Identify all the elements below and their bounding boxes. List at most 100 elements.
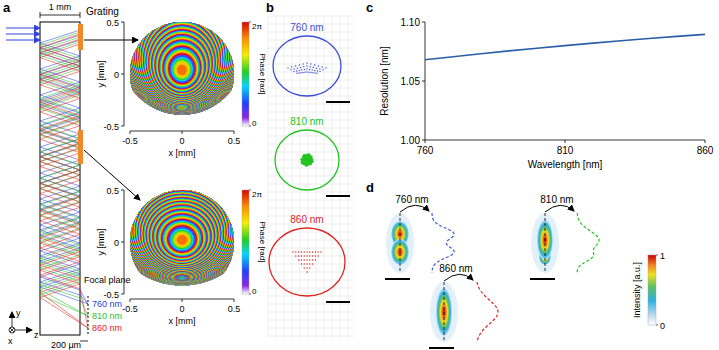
phase-zone xyxy=(142,14,222,104)
phase-zone xyxy=(114,0,249,115)
phase-zone xyxy=(117,0,246,114)
grating xyxy=(78,24,83,50)
axis-title: Wavelength [nm] xyxy=(528,159,603,170)
scale-bar xyxy=(429,347,454,349)
tick xyxy=(656,325,658,326)
psf-halo xyxy=(531,213,559,273)
spot xyxy=(310,66,311,67)
tick xyxy=(121,126,124,127)
panel-letter: c xyxy=(366,0,373,15)
axis-icon-label: z xyxy=(34,330,39,340)
phase-zone xyxy=(177,235,188,245)
colorbar xyxy=(242,190,249,294)
phase-zone xyxy=(115,160,249,284)
phase-zone xyxy=(175,62,189,77)
grid-line xyxy=(268,304,354,305)
spot xyxy=(316,68,317,69)
phase-zone xyxy=(123,0,240,113)
phase-zone xyxy=(146,202,217,268)
phase-zone xyxy=(115,159,249,283)
phase-zone xyxy=(154,210,211,263)
phase-zone xyxy=(163,46,201,88)
phase-zone xyxy=(156,213,209,262)
phase-zone xyxy=(123,0,242,113)
tick xyxy=(249,294,251,295)
phase-zone xyxy=(124,0,241,112)
phase-zone xyxy=(139,192,225,272)
phase-zone xyxy=(132,0,232,109)
phase-zone xyxy=(159,41,205,92)
phase-zone xyxy=(115,0,249,115)
phase-zone xyxy=(160,218,203,258)
grid-line xyxy=(268,272,354,273)
grid-line xyxy=(268,168,354,169)
phase-zone xyxy=(129,0,235,110)
phase-zone xyxy=(123,170,242,280)
phase-zone xyxy=(118,164,246,282)
grid-line xyxy=(268,88,354,89)
axis-icon xyxy=(10,328,14,332)
phase-zone xyxy=(112,155,251,284)
phase-zone xyxy=(155,212,209,262)
grid-line xyxy=(268,136,354,137)
grid-line xyxy=(268,80,354,81)
tick-label: 0.5 xyxy=(228,136,241,146)
phase-zone xyxy=(160,42,204,91)
tick xyxy=(234,131,235,134)
phase-zone xyxy=(128,178,236,278)
scale-bar xyxy=(530,278,555,280)
spot xyxy=(291,66,292,67)
phase-zone xyxy=(154,33,211,97)
width-bracket xyxy=(40,15,80,16)
phase-zone xyxy=(154,211,210,263)
spot-grid xyxy=(268,16,354,338)
phase-zone xyxy=(117,0,248,114)
tick-label: 1.10 xyxy=(401,17,421,28)
phase-zone xyxy=(134,1,230,109)
spot xyxy=(300,158,302,160)
pointer-arrow xyxy=(84,150,140,200)
spot xyxy=(306,271,307,272)
phase-zone xyxy=(134,186,229,274)
phase-zone xyxy=(169,227,195,251)
spot xyxy=(306,65,307,66)
phase-zone xyxy=(134,2,229,109)
grid-line xyxy=(268,56,354,57)
phase-zone xyxy=(143,198,221,270)
phase-zone xyxy=(111,153,253,285)
phase-zone xyxy=(149,26,215,100)
phase-zone xyxy=(126,176,238,279)
phase-zone xyxy=(144,17,221,103)
panel-letter: a xyxy=(3,0,11,15)
spot xyxy=(308,72,309,73)
phase-zone xyxy=(132,0,233,109)
phase-zone xyxy=(117,163,246,283)
phase-zone xyxy=(143,16,221,103)
tick-label: 0 xyxy=(252,287,257,296)
phase-zone xyxy=(135,2,230,108)
phase-zone xyxy=(128,178,235,278)
grid-line xyxy=(268,280,354,281)
phase-zone xyxy=(115,160,248,283)
spot xyxy=(306,267,307,268)
phase-zone xyxy=(127,0,237,111)
phase-zone xyxy=(128,0,236,111)
phase-zone xyxy=(127,177,237,279)
phase-zone xyxy=(133,185,231,276)
spot xyxy=(315,251,316,252)
phase-zone xyxy=(112,155,252,284)
width-bracket xyxy=(80,12,81,18)
phase-zone xyxy=(131,182,234,277)
grid-line xyxy=(268,288,354,289)
phase-zone xyxy=(122,0,241,113)
phase-zone xyxy=(147,23,217,101)
phase-zone xyxy=(120,0,243,113)
tick xyxy=(565,140,566,143)
phase-zone xyxy=(177,64,187,75)
phase-zone xyxy=(130,181,234,277)
phase-zone xyxy=(134,186,231,275)
phase-zone xyxy=(133,185,231,275)
phase-zone xyxy=(129,0,236,111)
phase-zone xyxy=(122,170,242,281)
airy-disk xyxy=(275,130,339,190)
